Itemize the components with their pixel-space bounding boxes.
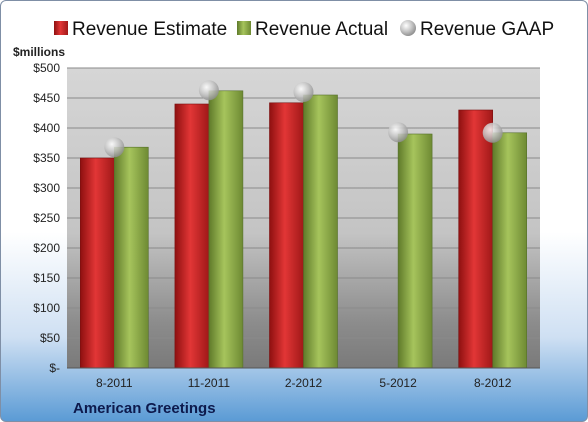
legend-label-revenue-estimate: Revenue Estimate bbox=[72, 19, 227, 40]
x-axis-categories: 8-2011 11-2011 2-2012 5-2012 8-2012 bbox=[96, 376, 512, 390]
legend: Revenue Estimate Revenue Actual Revenue … bbox=[54, 19, 554, 40]
x-category-label: 11-2011 bbox=[188, 376, 231, 390]
point-revenue-gaap-2-2012 bbox=[293, 82, 314, 102]
bar-revenue-actual-5-2012 bbox=[397, 133, 433, 369]
company-caption: American Greetings bbox=[73, 400, 216, 417]
y-tick-label: $100 bbox=[33, 301, 60, 315]
point-revenue-gaap-11-2011 bbox=[198, 80, 219, 101]
x-category-label: 8-2012 bbox=[474, 376, 512, 390]
y-tick-label: $200 bbox=[33, 241, 60, 255]
bar-revenue-estimate-2-2012 bbox=[269, 102, 304, 369]
x-category-label: 2-2012 bbox=[285, 376, 323, 390]
bar-revenue-estimate-8-2012 bbox=[458, 109, 494, 369]
y-tick-label: $350 bbox=[33, 151, 60, 165]
legend-label-revenue-actual: Revenue Actual bbox=[255, 19, 388, 40]
bars bbox=[80, 90, 528, 369]
legend-label-revenue-gaap: Revenue GAAP bbox=[420, 19, 554, 40]
gaap-points bbox=[104, 80, 503, 158]
bar-revenue-actual-8-2011 bbox=[114, 146, 149, 369]
y-axis-unit-label: $millions bbox=[13, 45, 65, 59]
y-tick-label: $500 bbox=[33, 61, 60, 75]
legend-swatch-revenue-estimate bbox=[54, 21, 68, 35]
y-tick-label: $250 bbox=[33, 211, 60, 225]
y-tick-label: $400 bbox=[33, 121, 60, 135]
bar-revenue-estimate-8-2011 bbox=[80, 157, 115, 369]
y-tick-label: $- bbox=[49, 361, 60, 375]
bar-revenue-actual-11-2011 bbox=[208, 90, 244, 369]
y-tick-label: $300 bbox=[33, 181, 60, 195]
point-revenue-gaap-8-2011 bbox=[104, 137, 125, 158]
x-category-label: 5-2012 bbox=[379, 376, 417, 390]
legend-swatch-revenue-gaap bbox=[400, 20, 416, 36]
point-revenue-gaap-5-2012 bbox=[388, 122, 409, 143]
point-revenue-gaap-8-2012 bbox=[482, 122, 503, 143]
y-tick-label: $450 bbox=[33, 91, 60, 105]
bar-revenue-estimate-11-2011 bbox=[174, 103, 210, 369]
y-tick-label: $150 bbox=[33, 271, 60, 285]
x-category-label: 8-2011 bbox=[96, 376, 133, 390]
bar-revenue-actual-8-2012 bbox=[492, 132, 528, 369]
y-axis-ticks: $- $50 $100 $150 $200 $250 $300 $350 $400 $450 $50… bbox=[33, 61, 60, 375]
legend-swatch-revenue-actual bbox=[237, 21, 251, 35]
y-tick-label: $50 bbox=[40, 331, 60, 345]
bar-revenue-actual-2-2012 bbox=[303, 94, 338, 369]
